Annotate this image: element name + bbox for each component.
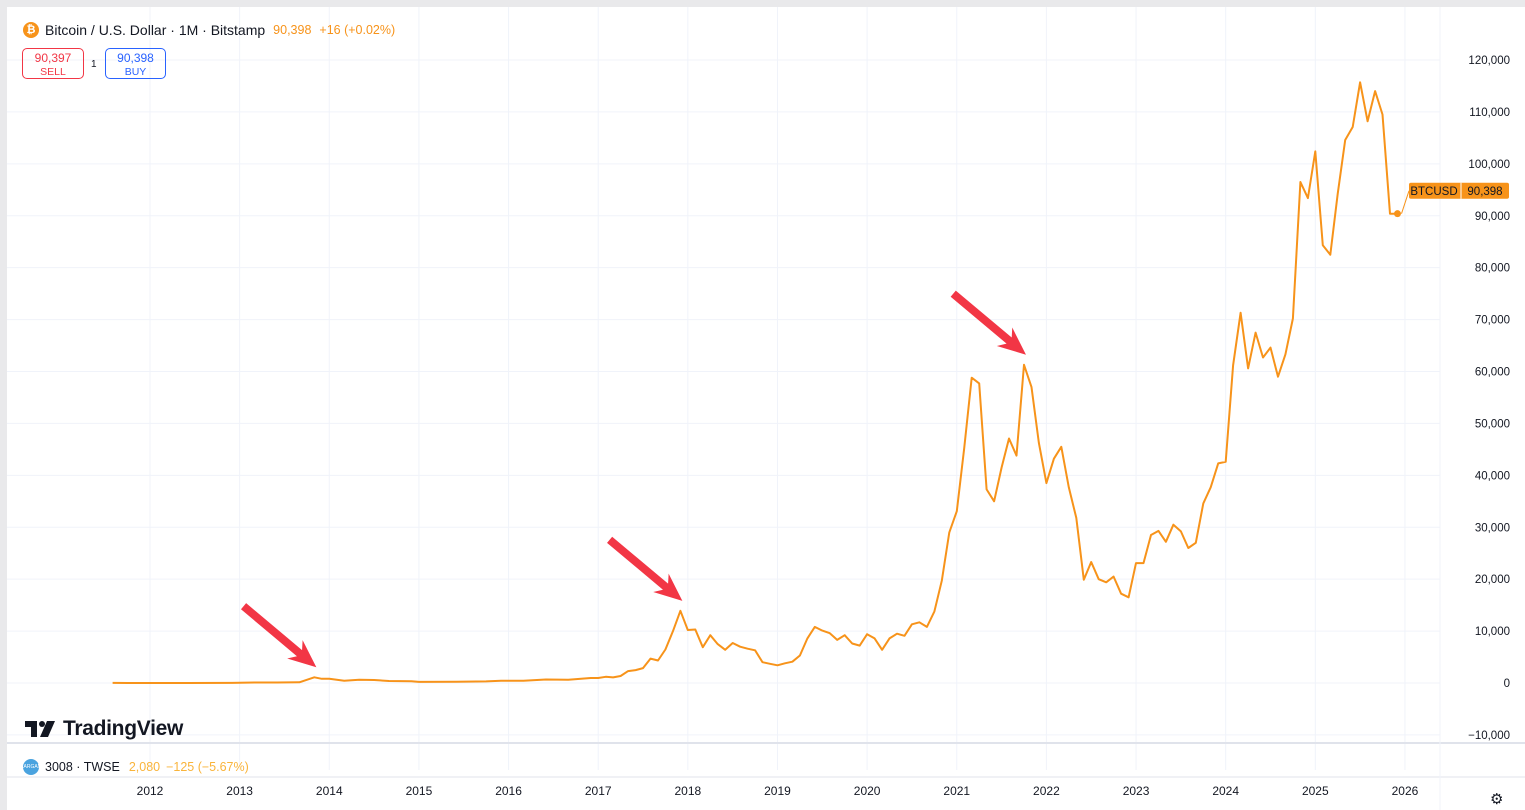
tradingview-logo-icon	[25, 721, 55, 737]
y-tick-label: 80,000	[1475, 263, 1510, 275]
lower-pane-legend[interactable]: LARGAN 3008 · TWSE 2,080 −125 (−5.67%)	[21, 759, 249, 775]
y-tick-label: 60,000	[1475, 367, 1510, 379]
chart-window: 120,000 110,000 100,000 90,000 80,000 70,000 6…	[7, 7, 1525, 810]
x-tick-label: 2024	[1212, 784, 1239, 798]
lower-pane-value: 2,080	[128, 760, 161, 774]
x-tick-label: 2022	[1033, 784, 1060, 798]
price-change: +16 (+0.02%)	[319, 23, 396, 37]
y-tick-label: 30,000	[1475, 522, 1510, 534]
buy-button[interactable]: 90,398 BUY	[105, 48, 166, 79]
gear-icon[interactable]: ⚙	[1490, 791, 1504, 808]
x-tick-label: 2016	[495, 784, 522, 798]
price-line	[112, 81, 1398, 684]
y-tick-label: 50,000	[1475, 418, 1510, 430]
bitcoin-icon: ₿	[23, 22, 39, 38]
price-label-bg	[1409, 182, 1509, 199]
y-tick-label: 100,000	[1468, 159, 1510, 171]
red-arrow-annotation-icon	[607, 536, 683, 601]
buy-label: BUY	[124, 66, 147, 78]
x-tick-label: 2018	[674, 784, 701, 798]
y-tick-label: 70,000	[1475, 315, 1510, 327]
y-tick-label: 110,000	[1469, 107, 1510, 119]
x-tick-label: 2023	[1123, 784, 1150, 798]
y-tick-label: 10,000	[1475, 626, 1510, 638]
arrow-shape	[240, 603, 317, 668]
arrow-shape	[607, 536, 683, 601]
x-tick-label: 2014	[316, 784, 343, 798]
arrow-shape	[950, 290, 1026, 355]
x-tick-label: 2013	[226, 784, 253, 798]
price-chart[interactable]: 120,000110,000100,00090,00080,00070,0006…	[7, 7, 1525, 810]
y-tick-label: 20,000	[1475, 574, 1510, 586]
buy-price: 90,398	[117, 51, 154, 65]
lower-pane-change: −125 (−5.67%)	[166, 760, 249, 774]
y-tick-label: 0	[1504, 678, 1510, 690]
symbol-legend[interactable]: ₿ Bitcoin / U.S. Dollar · 1M · Bitstamp …	[23, 22, 395, 38]
x-tick-label: 2017	[585, 784, 612, 798]
price-label-value: 90,398	[1467, 186, 1502, 198]
tradingview-logo[interactable]: TradingView	[25, 717, 183, 741]
x-tick-label: 2021	[943, 784, 970, 798]
sell-button[interactable]: 90,397 SELL	[22, 48, 84, 79]
sell-label: SELL	[40, 66, 66, 78]
logo-text: TradingView	[63, 717, 184, 740]
x-tick-label: 2020	[854, 784, 881, 798]
y-tick-label: 120,000	[1468, 55, 1510, 67]
y-tick-label: 40,000	[1475, 470, 1510, 482]
price-label-connector	[1401, 190, 1410, 214]
price-label-symbol: BTCUSD	[1410, 186, 1457, 198]
largan-icon: LARGAN	[21, 759, 41, 775]
last-price-dot	[1393, 210, 1401, 218]
spread-value: 1	[91, 59, 97, 70]
x-tick-label: 2025	[1302, 784, 1329, 798]
sell-price: 90,397	[34, 51, 72, 65]
x-tick-label: 2015	[406, 784, 433, 798]
symbol-title: Bitcoin / U.S. Dollar · 1M · Bitstamp	[45, 22, 266, 38]
red-arrow-annotation-icon	[950, 290, 1026, 355]
x-tick-label: 2019	[764, 784, 791, 798]
y-tick-label: 90,000	[1475, 211, 1510, 223]
lower-pane-symbol: 3008 · TWSE	[45, 760, 120, 774]
y-tick-label: −10,000	[1468, 730, 1510, 742]
red-arrow-annotation-icon	[240, 603, 317, 668]
x-tick-label: 2026	[1392, 784, 1419, 798]
last-price: 90,398	[273, 23, 312, 37]
x-tick-label: 2012	[137, 784, 164, 798]
